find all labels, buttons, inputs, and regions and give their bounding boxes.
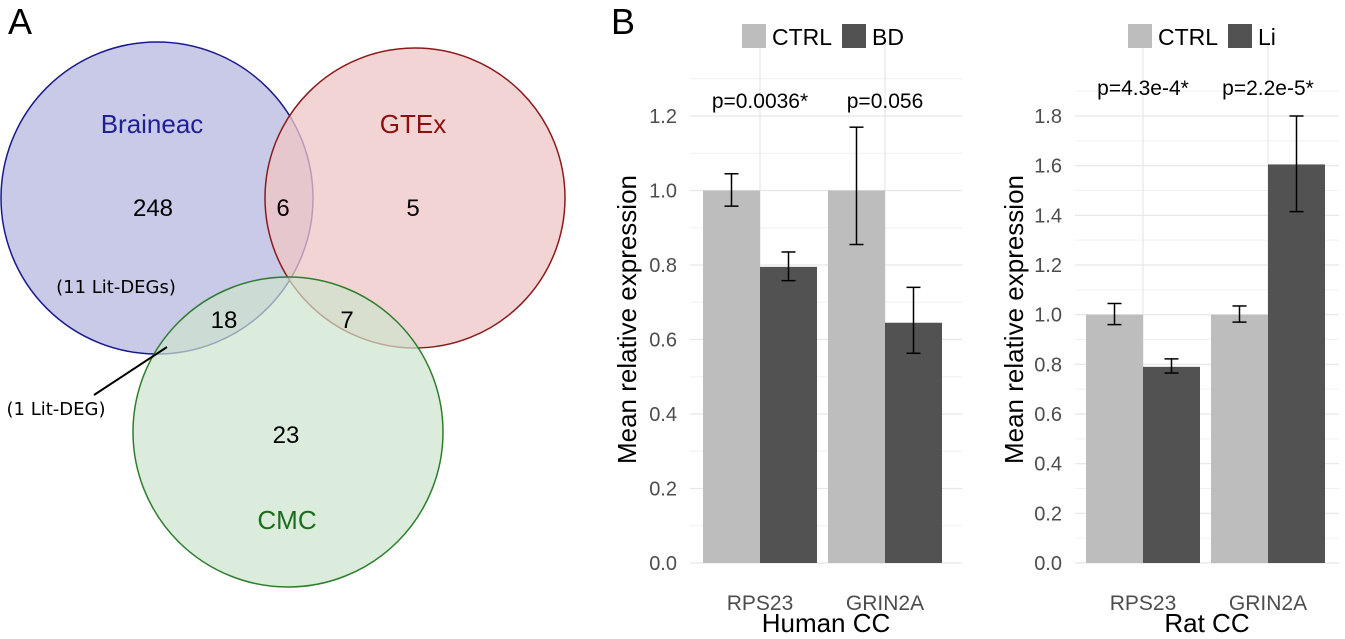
y-tick-label: 1.0 — [649, 181, 677, 203]
venn-note-pointer — [93, 346, 168, 396]
legend-label-ctrl: CTRL — [1158, 24, 1218, 50]
bar-li-grin2a — [1268, 164, 1325, 564]
y-tick-label: 1.2 — [1034, 255, 1062, 277]
venn-count-gtex-only: 5 — [406, 195, 419, 222]
legend-label-li: Li — [1258, 24, 1276, 50]
y-tick-label: 0.0 — [1034, 553, 1062, 575]
legend-swatch-ctrl — [742, 24, 766, 48]
venn-diagram: Braineac GTEx CMC 248 6 5 18 7 23 (11 Li… — [0, 41, 566, 588]
legend-swatch-bd — [842, 24, 866, 48]
y-axis-title: Mean relative expression — [999, 175, 1029, 464]
venn-circle-cmc — [132, 276, 444, 588]
venn-count-braineac-gtex: 6 — [276, 195, 289, 222]
y-tick-label: 1.0 — [1034, 305, 1062, 327]
venn-label-cmc: CMC — [257, 505, 316, 535]
bar-chart-rat-cc: 0.0 0.2 0.4 0.6 0.8 1.0 1.2 1.4 1.6 1.8 RPS23 p=4.3… — [999, 24, 1339, 638]
bar-bd-rps23 — [760, 266, 817, 563]
y-tick-label: 0.8 — [649, 255, 677, 277]
venn-label-gtex: GTEx — [380, 109, 446, 139]
y-tick-label: 0.6 — [1034, 404, 1062, 426]
bar-ctrl-rps23 — [703, 190, 760, 563]
y-tick-label: 0.0 — [649, 553, 677, 575]
y-tick-label: 0.2 — [1034, 503, 1062, 525]
p-value-label: p=0.0036* — [712, 90, 808, 113]
y-tick-label: 0.2 — [649, 479, 677, 501]
y-tick-label: 1.8 — [1034, 106, 1062, 128]
bar-li-rps23 — [1143, 366, 1200, 563]
p-value-label: p=4.3e-4* — [1097, 77, 1189, 100]
panel-a-label: A — [8, 1, 32, 42]
y-tick-label: 0.8 — [1034, 354, 1062, 376]
y-tick-label: 0.6 — [649, 330, 677, 352]
p-value-label: p=0.056 — [847, 90, 924, 113]
panel-b-label: B — [611, 1, 635, 42]
bar-bd-grin2a — [885, 322, 942, 563]
y-tick-label: 1.6 — [1034, 156, 1062, 178]
y-tick-label: 1.4 — [1034, 205, 1062, 227]
x-tick-label-grin2a: GRIN2A — [846, 592, 924, 615]
venn-count-braineac-cmc: 18 — [211, 307, 238, 334]
x-axis-title: Rat CC — [1164, 608, 1249, 638]
p-value-label: p=2.2e-5* — [1222, 77, 1314, 100]
venn-count-gtex-cmc: 7 — [340, 307, 353, 334]
x-tick-label-grin2a: GRIN2A — [1229, 592, 1307, 615]
x-tick-label-rps23: RPS23 — [1110, 592, 1177, 615]
venn-note-braineac: (11 Lit-DEGs) — [56, 277, 176, 298]
bar-chart-human-cc: 0.0 0.2 0.4 0.6 0.8 1.0 1.2 RPS23 p=0.0036* GRIN2… — [612, 24, 962, 638]
legend-label-ctrl: CTRL — [772, 24, 832, 50]
y-axis-title: Mean relative expression — [612, 175, 642, 464]
legend-swatch-li — [1228, 24, 1252, 48]
bar-ctrl-grin2a — [828, 190, 885, 563]
venn-count-cmc-only: 23 — [273, 422, 300, 449]
legend-swatch-ctrl — [1128, 24, 1152, 48]
venn-note-overlap: (1 Lit-DEG) — [7, 399, 106, 420]
venn-label-braineac: Braineac — [101, 109, 204, 139]
y-tick-label: 0.4 — [1034, 454, 1062, 476]
y-tick-label: 1.2 — [649, 106, 677, 128]
x-axis-title: Human CC — [762, 608, 891, 638]
bar-ctrl-rps23 — [1086, 314, 1143, 563]
legend-label-bd: BD — [872, 24, 904, 50]
bar-ctrl-grin2a — [1211, 314, 1268, 563]
x-tick-label-rps23: RPS23 — [727, 592, 794, 615]
y-tick-label: 0.4 — [649, 404, 677, 426]
venn-count-braineac-only: 248 — [133, 195, 173, 222]
